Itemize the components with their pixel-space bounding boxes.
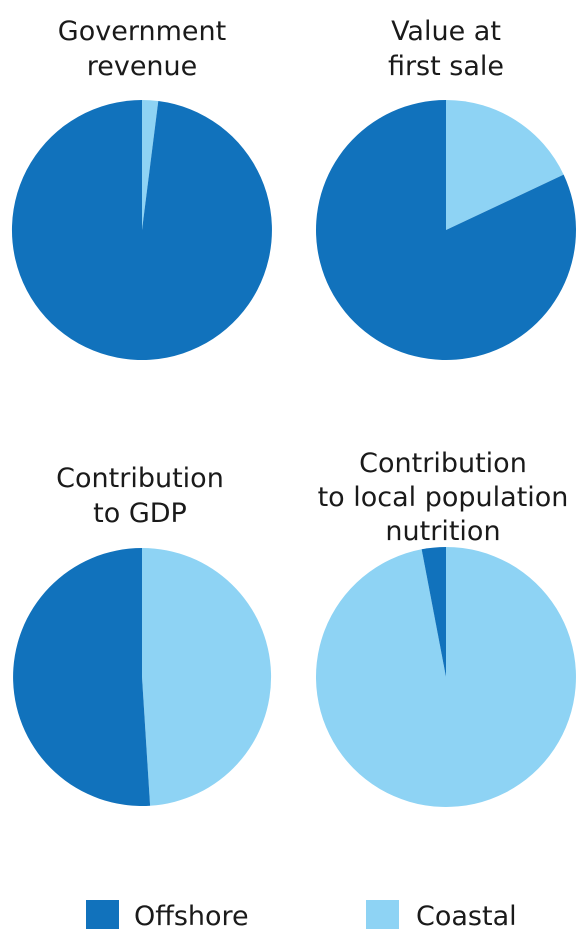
pie-slice-offshore bbox=[421, 547, 446, 677]
pie-slice-coastal bbox=[142, 100, 159, 230]
pie-slice-offshore bbox=[316, 100, 577, 360]
chart-1-slices bbox=[11, 100, 272, 360]
legend-swatch-coastal bbox=[366, 900, 399, 929]
legend-swatch-offshore bbox=[86, 900, 119, 929]
legend-item-coastal: Coastal bbox=[366, 900, 517, 929]
pie-slice-offshore bbox=[11, 100, 272, 360]
chart-3-slices bbox=[13, 548, 272, 806]
chart-2-title-line-1: Value at bbox=[391, 16, 501, 47]
chart-4-title-line-2: to local population bbox=[318, 482, 569, 513]
chart-1-title-line-2: revenue bbox=[87, 51, 198, 82]
chart-3-title-line-1: Contribution bbox=[56, 463, 224, 494]
pie-chart-4: Contribution to local population nutriti… bbox=[315, 448, 576, 807]
legend-label-coastal: Coastal bbox=[416, 901, 517, 929]
pie-slice-coastal bbox=[142, 548, 272, 806]
chart-4-title-line-3: nutrition bbox=[385, 516, 500, 547]
pie-chart-2: Value at first sale bbox=[316, 16, 577, 360]
chart-4-title-line-1: Contribution bbox=[359, 448, 527, 479]
pie-slice-coastal bbox=[446, 100, 564, 230]
pie-slice-offshore bbox=[13, 548, 151, 806]
chart-4-slices bbox=[315, 547, 576, 807]
chart-2-slices bbox=[316, 100, 577, 360]
pie-slice-coastal bbox=[315, 547, 576, 807]
legend-label-offshore: Offshore bbox=[134, 901, 249, 929]
legend-item-offshore: Offshore bbox=[86, 900, 249, 929]
chart-1-title-line-1: Government bbox=[58, 16, 226, 47]
legend: Offshore Coastal bbox=[86, 900, 517, 929]
pie-chart-1: Government revenue bbox=[11, 16, 272, 360]
chart-3-title-line-2: to GDP bbox=[93, 498, 187, 529]
pie-chart-3: Contribution to GDP bbox=[13, 463, 272, 806]
chart-2-title-line-2: first sale bbox=[388, 51, 504, 82]
